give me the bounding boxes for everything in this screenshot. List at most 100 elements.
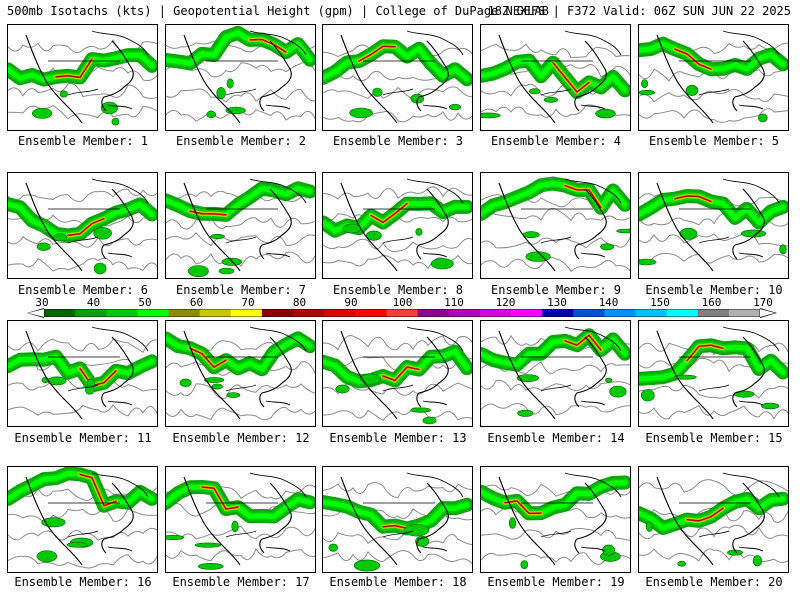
ensemble-map-panel bbox=[7, 466, 158, 573]
colorbar-swatch bbox=[106, 309, 138, 317]
isotach-map bbox=[8, 178, 157, 275]
map-header: 500mb Isotachs (kts) | Geopotential Heig… bbox=[7, 4, 797, 20]
colorbar-tick-label: 170 bbox=[753, 296, 773, 309]
isotach-map bbox=[8, 30, 157, 126]
ensemble-map-panel bbox=[480, 466, 631, 573]
colorbar-swatch bbox=[635, 309, 668, 317]
colorbar-swatch bbox=[355, 309, 387, 317]
ensemble-member-label: Ensemble Member: 13 bbox=[329, 431, 467, 445]
colorbar-swatch bbox=[417, 309, 450, 317]
colorbar-swatch bbox=[697, 309, 730, 317]
isotach-map bbox=[323, 326, 472, 425]
isotach-map bbox=[166, 25, 315, 124]
colorbar-tick-label: 140 bbox=[598, 296, 619, 309]
ensemble-member-label: Ensemble Member: 15 bbox=[645, 431, 783, 445]
isotach-map bbox=[481, 326, 630, 420]
colorbar-tick-label: 130 bbox=[547, 296, 567, 309]
ensemble-member-label: Ensemble Member: 11 bbox=[14, 431, 152, 445]
colorbar-tick-label: 80 bbox=[292, 296, 307, 309]
ensemble-map-panel bbox=[638, 466, 789, 573]
isotach-map bbox=[481, 176, 630, 273]
isotach-map bbox=[8, 467, 157, 569]
colorbar-swatch bbox=[510, 309, 543, 317]
colorbar-swatch bbox=[728, 309, 760, 317]
colorbar-tick-label: 160 bbox=[701, 296, 722, 309]
colorbar-swatch bbox=[261, 309, 294, 317]
colorbar-tick-label: 90 bbox=[344, 296, 358, 309]
ensemble-member-label: Ensemble Member: 19 bbox=[487, 575, 625, 589]
isotach-map bbox=[639, 472, 788, 567]
colorbar-tick-label: 60 bbox=[189, 296, 204, 309]
colorbar-swatch bbox=[386, 309, 419, 317]
ensemble-map-panel bbox=[322, 24, 473, 131]
colorbar-swatch bbox=[137, 309, 170, 317]
colorbar-swatch bbox=[199, 309, 232, 317]
colorbar-tick-label: 40 bbox=[86, 296, 101, 309]
isotach-map bbox=[481, 30, 630, 124]
ensemble-member-label: Ensemble Member: 10 bbox=[645, 283, 783, 297]
isotach-map bbox=[639, 178, 788, 272]
isotach-map bbox=[323, 30, 472, 124]
colorbar-tick-label: 100 bbox=[392, 296, 413, 309]
ensemble-member-label: Ensemble Member: 9 bbox=[490, 283, 622, 297]
isotach-map bbox=[323, 178, 472, 272]
ensemble-map-panel bbox=[480, 24, 631, 131]
colorbar-swatch bbox=[75, 309, 107, 317]
ensemble-map-panel bbox=[322, 466, 473, 573]
isotach-map bbox=[323, 472, 472, 572]
colorbar-tick-label: 70 bbox=[241, 296, 255, 309]
colorbar-swatch bbox=[542, 309, 574, 317]
colorbar-tick-label: 30 bbox=[35, 296, 49, 309]
ensemble-member-label: Ensemble Member: 1 bbox=[17, 134, 149, 148]
ensemble-map-panel bbox=[7, 320, 158, 427]
colorbar-tick-label: 150 bbox=[650, 296, 670, 309]
isotach-map bbox=[166, 326, 315, 421]
ensemble-map-panel bbox=[165, 466, 316, 573]
ensemble-map-panel bbox=[7, 24, 158, 131]
ensemble-map-panel bbox=[638, 172, 789, 279]
colorbar-swatch bbox=[168, 309, 201, 317]
colorbar-swatch bbox=[573, 309, 605, 317]
colorbar-swatch bbox=[666, 309, 699, 317]
ensemble-member-label: Ensemble Member: 4 bbox=[490, 134, 622, 148]
colorbar-swatch bbox=[604, 309, 636, 317]
ensemble-map-panel bbox=[165, 172, 316, 279]
ensemble-member-label: Ensemble Member: 5 bbox=[648, 134, 780, 148]
isotach-map bbox=[639, 30, 788, 124]
colorbar-labels: 30 40 50 60 70 80 90 100 110 120 130 140 150 160 170 bbox=[0, 296, 800, 309]
ensemble-member-label: Ensemble Member: 8 bbox=[332, 283, 464, 297]
ensemble-map-panel bbox=[638, 24, 789, 131]
ensemble-member-label: Ensemble Member: 17 bbox=[172, 575, 310, 589]
ensemble-member-label: Ensemble Member: 20 bbox=[645, 575, 783, 589]
colorbar-swatch bbox=[44, 309, 76, 317]
header-title: 500mb Isotachs (kts) | Geopotential Heig… bbox=[7, 4, 549, 18]
ensemble-map-panel bbox=[480, 172, 631, 279]
ensemble-map-panel bbox=[480, 320, 631, 427]
ensemble-member-label: Ensemble Member: 14 bbox=[487, 431, 625, 445]
colorbar-swatches bbox=[44, 309, 760, 317]
colorbar-swatch bbox=[479, 309, 512, 317]
ensemble-member-label: Ensemble Member: 6 bbox=[17, 283, 149, 297]
colorbar-swatch bbox=[293, 309, 325, 317]
isotach-map bbox=[8, 326, 157, 420]
ensemble-map-panel bbox=[165, 320, 316, 427]
ensemble-map-panel bbox=[165, 24, 316, 131]
ensemble-map-panel bbox=[322, 320, 473, 427]
isotach-map bbox=[639, 326, 788, 420]
ensemble-member-label: Ensemble Member: 12 bbox=[172, 431, 310, 445]
colorbar-swatch bbox=[324, 309, 356, 317]
ensemble-map-panel bbox=[638, 320, 789, 427]
colorbar-swatch bbox=[230, 309, 263, 317]
colorbar-swatch bbox=[448, 309, 481, 317]
ensemble-member-label: Ensemble Member: 2 bbox=[175, 134, 307, 148]
ensemble-member-label: Ensemble Member: 3 bbox=[332, 134, 464, 148]
isotach-map bbox=[166, 178, 315, 277]
colorbar-tick-label: 50 bbox=[138, 296, 152, 309]
colorbar-tick-label: 120 bbox=[495, 296, 516, 309]
wind-speed-colorbar: 30 40 50 60 70 80 90 100 110 120 130 140 150 160 170 bbox=[0, 296, 800, 322]
isotach-map bbox=[166, 472, 315, 570]
ensemble-member-label: Ensemble Member: 7 bbox=[175, 283, 307, 297]
ensemble-member-label: Ensemble Member: 16 bbox=[14, 575, 152, 589]
colorbar-tick-label: 110 bbox=[444, 296, 464, 309]
isotach-map bbox=[481, 472, 630, 569]
